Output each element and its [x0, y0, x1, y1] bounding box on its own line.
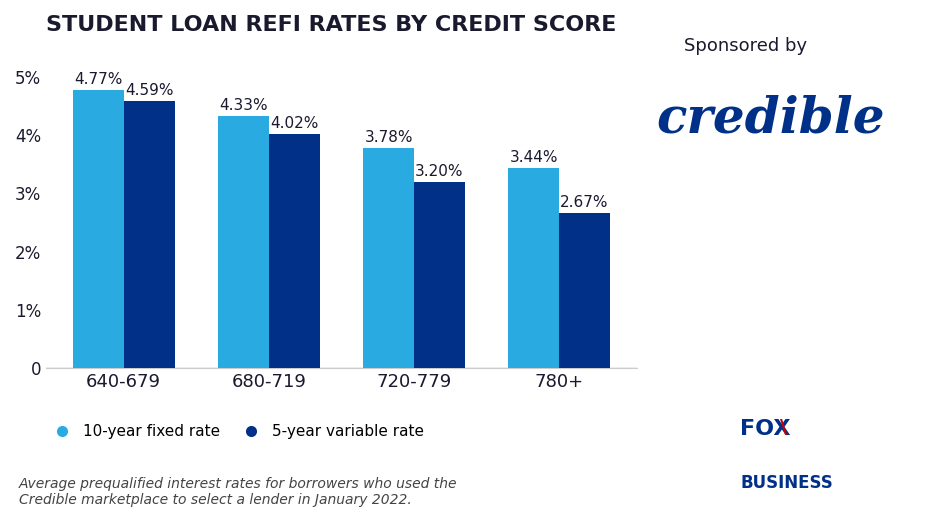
Text: 4.59%: 4.59%	[125, 83, 173, 98]
Text: STUDENT LOAN REFI RATES BY CREDIT SCORE: STUDENT LOAN REFI RATES BY CREDIT SCORE	[47, 15, 616, 35]
Text: 3.44%: 3.44%	[509, 150, 558, 165]
Bar	[218, 116, 269, 369]
Text: \: \	[780, 418, 788, 437]
Legend: 10-year fixed rate, 5-year variable rate: 10-year fixed rate, 5-year variable rate	[40, 418, 430, 445]
Bar	[269, 134, 319, 369]
Bar	[124, 101, 174, 369]
Text: FOX: FOX	[740, 419, 790, 439]
Bar	[363, 148, 414, 369]
Text: 2.67%: 2.67%	[560, 195, 609, 210]
Text: credible: credible	[656, 94, 885, 143]
Text: 3.78%: 3.78%	[364, 130, 412, 145]
Text: Average prequalified interest rates for borrowers who used the
Credible marketpl: Average prequalified interest rates for …	[19, 477, 457, 507]
Text: 3.20%: 3.20%	[415, 164, 464, 179]
Bar	[414, 182, 465, 369]
Text: 4.77%: 4.77%	[74, 72, 123, 87]
Text: Sponsored by: Sponsored by	[684, 37, 807, 54]
Bar	[560, 213, 610, 369]
Bar	[73, 90, 124, 369]
Text: 4.02%: 4.02%	[270, 116, 318, 131]
Text: BUSINESS: BUSINESS	[740, 474, 833, 492]
Bar	[508, 168, 560, 369]
Text: 4.33%: 4.33%	[219, 98, 268, 113]
